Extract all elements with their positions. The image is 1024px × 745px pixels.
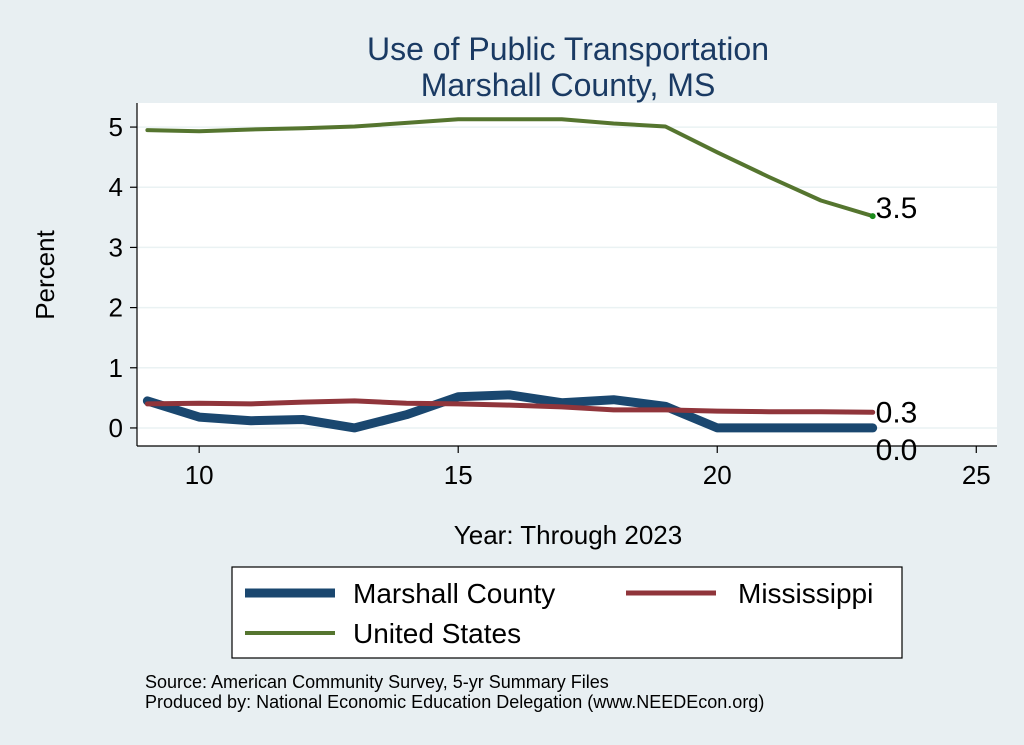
x-tick-label: 25 [962, 460, 991, 490]
x-axis-label: Year: Through 2023 [454, 520, 682, 550]
legend-label-united-states: United States [353, 618, 521, 649]
y-tick-label: 3 [109, 232, 123, 262]
series-end-label-mississippi: 0.3 [876, 396, 918, 429]
series-end-label-marshall-county: 0.0 [876, 434, 918, 467]
chart-canvas: Use of Public Transportation Marshall Co… [30, 31, 997, 659]
series-line-mississippi [144, 398, 876, 415]
legend: Marshall County Mississippi United States [245, 578, 873, 649]
x-tick-label: 15 [444, 460, 473, 490]
x-tick-label: 20 [703, 460, 732, 490]
legend-label-mississippi: Mississippi [738, 578, 873, 609]
series-end-label-united-states: 3.5 [876, 192, 918, 225]
y-tick-label: 0 [109, 413, 123, 443]
x-tick-label: 10 [185, 460, 214, 490]
y-tick-label: 5 [109, 112, 123, 142]
source-note: Source: American Community Survey, 5-yr … [145, 672, 609, 692]
series-end-marker-united-states [869, 213, 876, 220]
series-layer [142, 117, 878, 433]
footer-notes: Source: American Community Survey, 5-yr … [145, 672, 764, 712]
legend-box [231, 566, 903, 659]
y-tick-label: 4 [109, 172, 123, 202]
end-labels: 3.5 0.0 0.3 [869, 192, 918, 467]
producer-note: Produced by: National Economic Education… [145, 692, 765, 712]
series-line-united-states [145, 117, 875, 219]
y-tick-label: 1 [109, 353, 123, 383]
series-line-marshall-county [142, 390, 878, 433]
chart-subtitle: Marshall County, MS [421, 67, 716, 103]
chart-title: Use of Public Transportation [367, 31, 769, 67]
y-axis-label: Percent [30, 229, 60, 319]
legend-label-marshall-county: Marshall County [353, 578, 555, 609]
y-tick-label: 2 [109, 293, 123, 323]
plot-area [137, 103, 997, 446]
axes: 0 1 2 3 4 5 10 15 20 25 [109, 103, 997, 490]
